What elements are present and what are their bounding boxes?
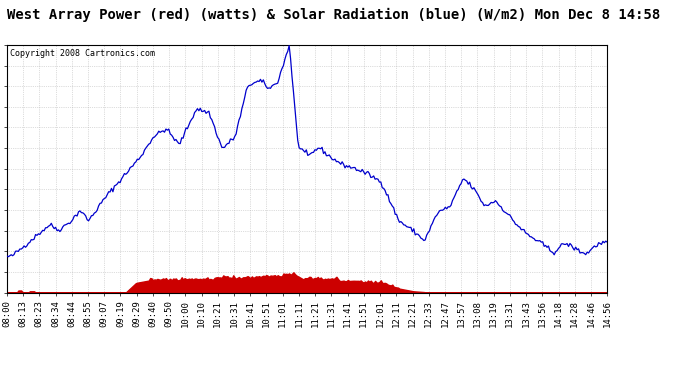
Text: West Array Power (red) (watts) & Solar Radiation (blue) (W/m2) Mon Dec 8 14:58: West Array Power (red) (watts) & Solar R…	[7, 8, 660, 22]
Text: Copyright 2008 Cartronics.com: Copyright 2008 Cartronics.com	[10, 49, 155, 58]
